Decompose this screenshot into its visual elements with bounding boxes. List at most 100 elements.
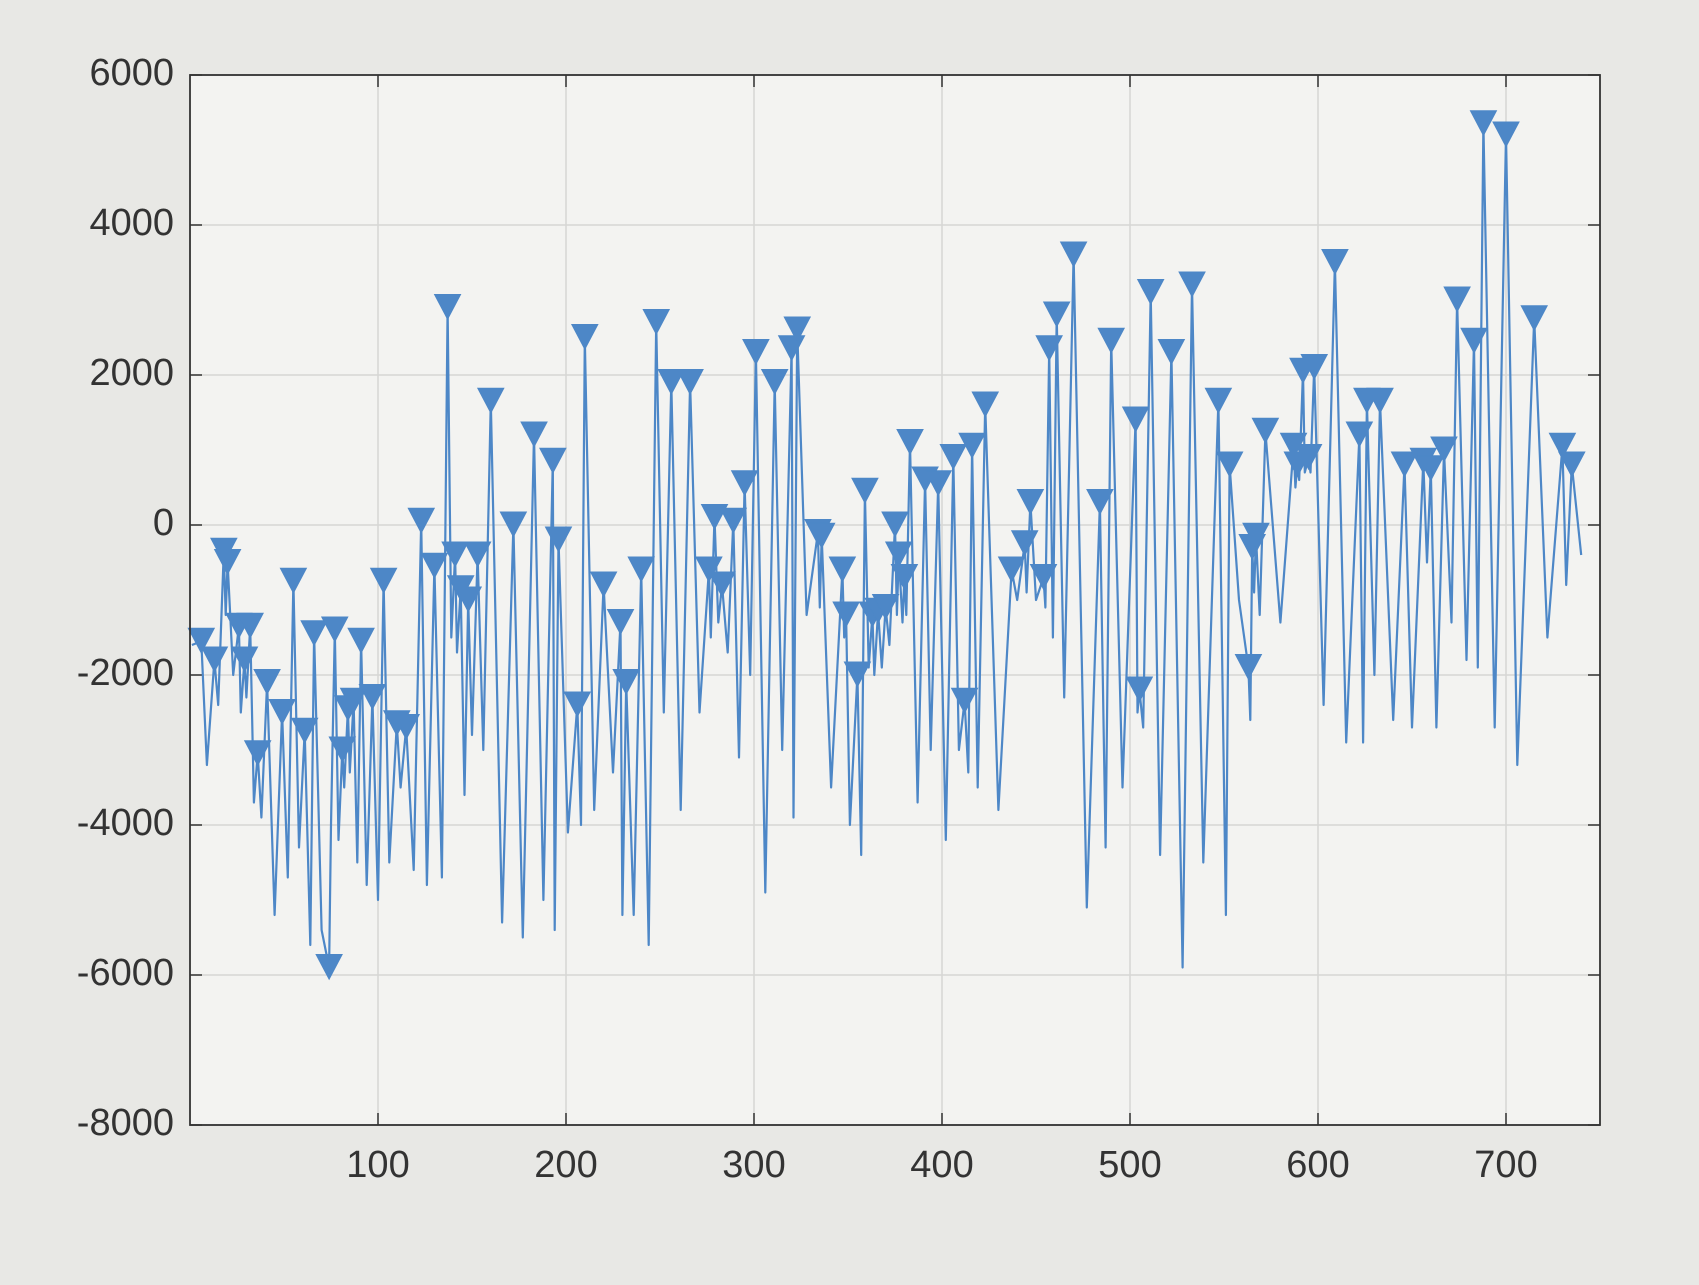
peak-marker <box>1136 279 1165 306</box>
peak-marker <box>719 507 748 535</box>
peak-marker <box>828 556 857 583</box>
peak-marker <box>1469 110 1498 137</box>
x-tick-label: 300 <box>722 1144 785 1186</box>
peak-marker <box>657 369 686 396</box>
peak-marker <box>606 609 635 636</box>
peak-marker <box>708 571 736 598</box>
peak-marker <box>1204 387 1233 415</box>
peak-marker <box>997 556 1026 583</box>
x-tick-label: 600 <box>1286 1144 1349 1186</box>
peak-marker <box>760 369 789 396</box>
peak-marker <box>1300 354 1329 381</box>
peak-marker <box>570 324 599 351</box>
y-tick-label: 2000 <box>89 352 174 394</box>
peak-marker <box>627 556 656 583</box>
peak-marker <box>441 541 469 568</box>
peak-marker <box>1215 451 1244 478</box>
peak-marker <box>320 616 349 643</box>
peak-marker <box>369 567 398 595</box>
x-tick-label: 400 <box>910 1144 973 1186</box>
peak-marker <box>200 646 229 673</box>
peak-marker <box>884 541 913 568</box>
peak-marker <box>358 684 387 711</box>
peak-marker <box>476 387 505 415</box>
peak-marker <box>1430 436 1458 463</box>
peak-marker <box>230 646 259 673</box>
peak-marker <box>544 526 573 553</box>
peak-marker <box>1016 489 1045 516</box>
peak-marker <box>1157 339 1186 366</box>
peak-marker <box>1520 305 1549 332</box>
axes-box <box>189 74 1601 1126</box>
peak-marker <box>1059 241 1088 268</box>
peak-marker <box>1443 286 1471 313</box>
peak-marker <box>1178 271 1206 298</box>
y-tick-label: -2000 <box>77 652 174 694</box>
peak-marker <box>433 294 462 321</box>
peak-marker <box>1251 417 1280 445</box>
peak-marker <box>1548 432 1577 460</box>
peak-marker <box>300 620 328 647</box>
peak-marker <box>1242 522 1270 550</box>
peak-marker <box>851 477 879 505</box>
peak-marker <box>1010 530 1039 557</box>
peak-marker <box>315 954 343 981</box>
peak-marker <box>1294 444 1323 471</box>
peak-marker <box>695 556 723 583</box>
peak-marker <box>187 627 216 655</box>
x-tick-label: 100 <box>346 1144 409 1186</box>
peak-marker <box>1492 121 1520 148</box>
peak-marker <box>843 661 872 688</box>
y-tick-label: -8000 <box>77 1102 174 1144</box>
peak-marker <box>499 511 528 538</box>
peak-marker <box>520 421 548 448</box>
peak-marker <box>328 736 357 763</box>
peak-marker <box>890 564 919 591</box>
peak-marker <box>407 507 436 535</box>
peak-marker <box>1042 301 1071 328</box>
peak-marker <box>1035 335 1063 362</box>
peak-marker <box>1557 451 1586 478</box>
peak-marker <box>700 504 729 531</box>
x-tick-label: 700 <box>1474 1144 1537 1186</box>
peak-marker <box>881 511 909 538</box>
peak-marker <box>347 627 375 655</box>
peak-marker <box>950 687 979 715</box>
peak-marker <box>339 687 368 715</box>
peak-marker <box>1029 564 1058 591</box>
peak-marker <box>1345 421 1374 448</box>
peak-marker <box>1460 327 1488 355</box>
peak-marker <box>896 429 924 456</box>
peak-marker <box>213 549 242 576</box>
x-tick-label: 500 <box>1098 1144 1161 1186</box>
y-tick-label: 6000 <box>89 52 174 94</box>
peak-marker <box>1321 249 1349 276</box>
peak-marker <box>871 594 900 621</box>
peak-marker <box>1234 654 1263 681</box>
peak-marker <box>290 717 319 745</box>
peak-marker <box>924 470 953 497</box>
x-tick-label: 200 <box>534 1144 597 1186</box>
peak-marker <box>807 522 836 550</box>
y-tick-label: -6000 <box>77 952 174 994</box>
peak-marker <box>958 432 986 460</box>
peak-marker <box>1121 406 1150 433</box>
peak-marker <box>676 369 704 396</box>
peak-marker <box>832 601 860 628</box>
peak-marker <box>589 571 618 598</box>
peak-marker <box>1416 455 1445 482</box>
peak-marker <box>612 669 640 696</box>
y-tick-label: 0 <box>153 502 174 544</box>
peak-marker <box>1097 327 1126 355</box>
peak-marker <box>742 339 770 366</box>
peak-marker <box>730 470 759 497</box>
peak-marker <box>279 567 308 595</box>
peak-marker <box>420 552 449 580</box>
peak-marker <box>392 714 421 741</box>
peak-marker <box>539 447 567 475</box>
y-tick-label: -4000 <box>77 802 174 844</box>
peak-marker <box>268 699 296 726</box>
peak-marker <box>253 669 281 696</box>
